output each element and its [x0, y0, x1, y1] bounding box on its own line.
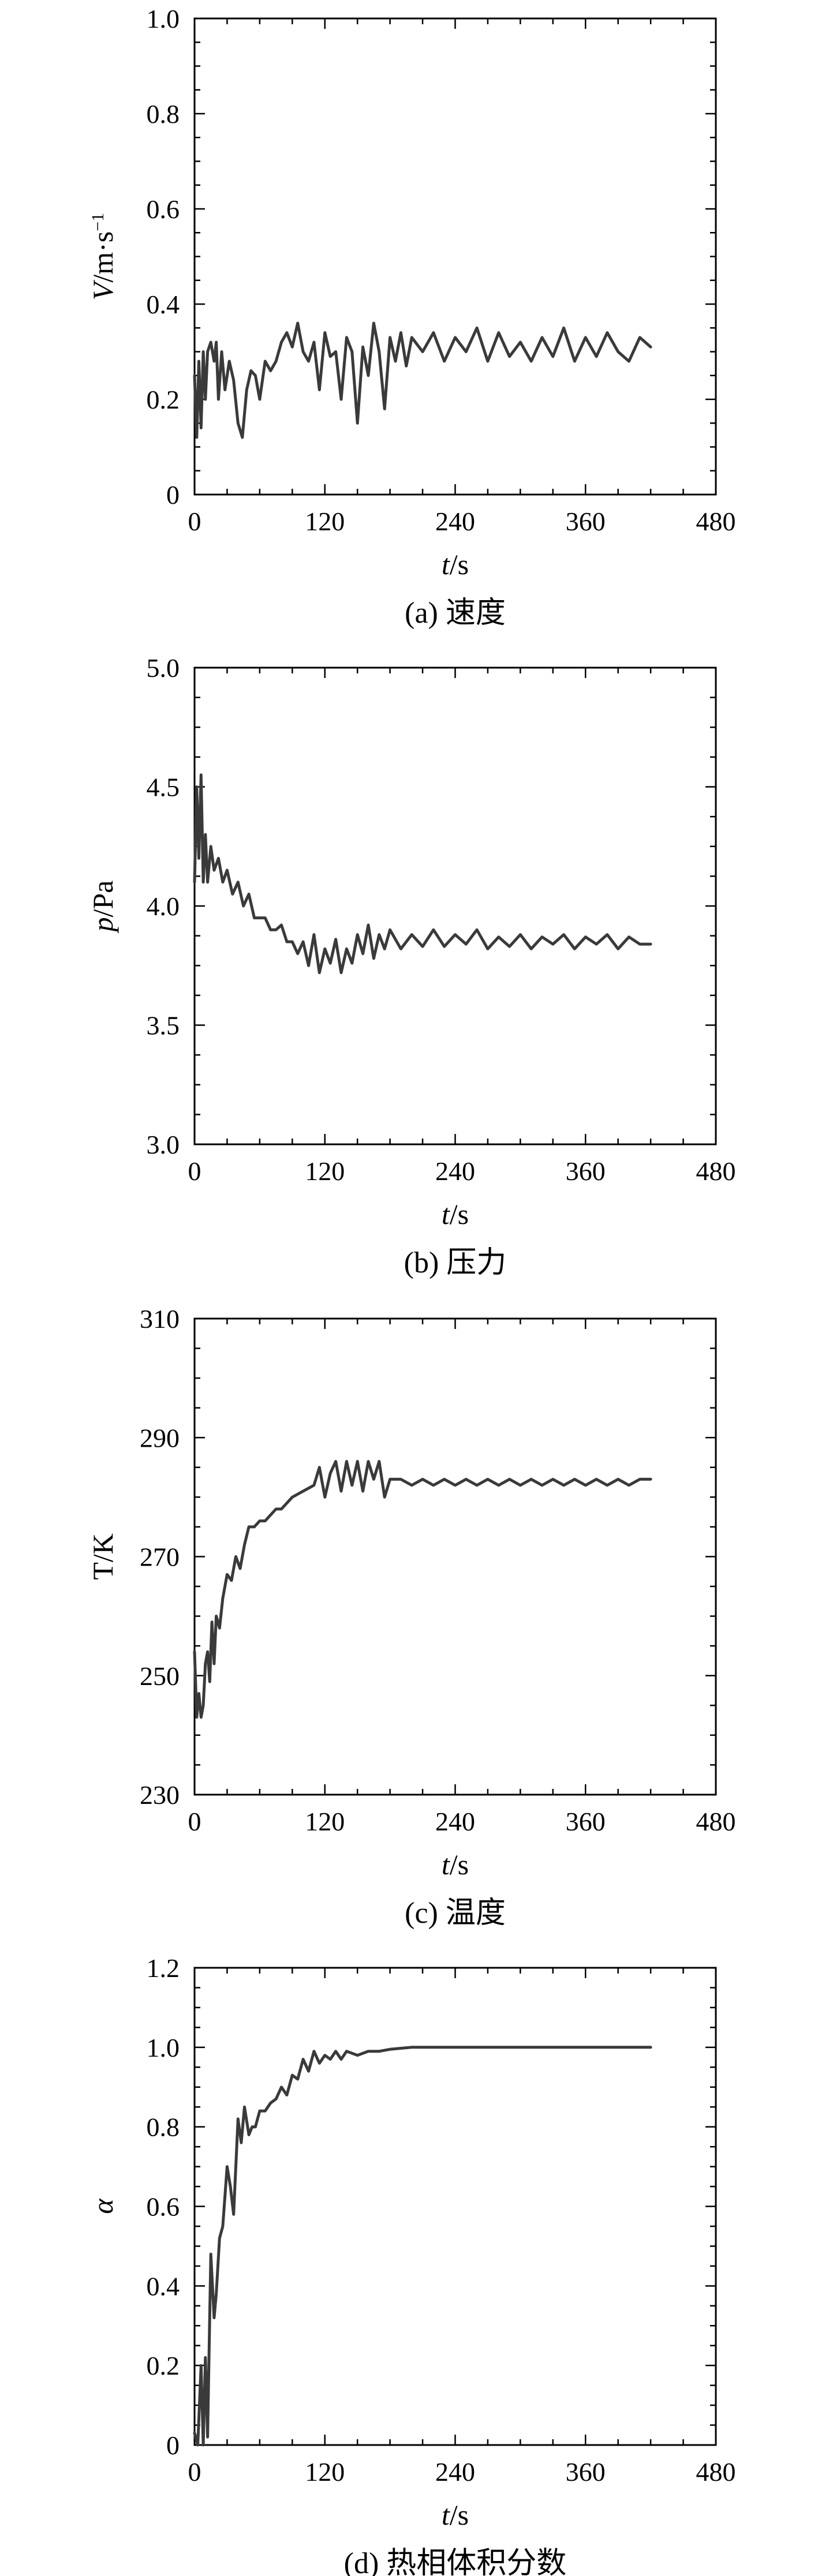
x-tick-label: 360 — [566, 1807, 606, 1836]
axis-title-part: /s — [450, 548, 469, 581]
y-tick-label: 4.0 — [147, 892, 180, 921]
y-tick-label: 230 — [140, 1780, 180, 1810]
x-tick-label: 480 — [696, 1807, 736, 1836]
y-tick-label: 0.4 — [147, 2271, 180, 2301]
y-tick-label: 0.2 — [147, 385, 180, 414]
axis-title-part: T/K — [87, 1533, 119, 1580]
panel-caption: (d) 热相体积分数 — [344, 2547, 567, 2576]
axis-title-part: V — [87, 279, 119, 300]
plot-frame — [193, 667, 717, 1145]
x-tick-label: 480 — [696, 507, 736, 536]
x-tick-label: 120 — [305, 2457, 345, 2487]
x-tick-label: 240 — [435, 507, 475, 536]
panel-caption: (a) 速度 — [405, 597, 506, 630]
y-tick-label: 0.6 — [147, 194, 180, 224]
x-axis-title: t/s — [442, 548, 469, 581]
y-tick-label: 1.0 — [147, 2033, 180, 2062]
series-line — [193, 321, 652, 439]
x-tick-label: 360 — [566, 1156, 606, 1186]
y-tick-label: 270 — [140, 1542, 180, 1572]
x-axis-title: t/s — [442, 1848, 469, 1881]
plot-frame — [193, 17, 717, 496]
axis-title-part: /m·s — [87, 231, 119, 283]
x-tick-label: 0 — [188, 2457, 201, 2487]
x-tick-label: 0 — [188, 507, 201, 536]
y-axis-title: V/m·s−1 — [87, 213, 119, 300]
x-tick-label: 240 — [435, 1156, 475, 1186]
axis-title-part: /Pa — [87, 881, 119, 918]
axis-title-part: p — [87, 917, 119, 933]
y-tick-label: 0.6 — [147, 2192, 180, 2222]
y-tick-label: 3.5 — [147, 1011, 180, 1040]
x-axis-title: t/s — [442, 2499, 469, 2531]
x-axis-title: t/s — [442, 1198, 469, 1230]
x-tick-label: 480 — [696, 1156, 736, 1186]
panel-caption: (b) 压力 — [404, 1246, 507, 1279]
y-tick-label: 1.2 — [147, 1953, 180, 1983]
plot-frame — [193, 1317, 717, 1796]
y-tick-label: 0.8 — [147, 99, 180, 129]
y-tick-label: 0 — [166, 2431, 180, 2460]
axis-title-part: t — [442, 548, 450, 581]
y-tick-label: 0.4 — [147, 290, 180, 319]
y-tick-label: 1.0 — [147, 4, 180, 33]
x-tick-label: 240 — [435, 2457, 475, 2487]
series-line — [193, 773, 652, 975]
x-tick-label: 0 — [188, 1156, 201, 1186]
x-tick-label: 120 — [305, 1156, 345, 1186]
series-line — [193, 2046, 652, 2447]
axis-title-part: t — [442, 1198, 450, 1230]
y-tick-label: 3.0 — [147, 1130, 180, 1159]
y-tick-label: 290 — [140, 1423, 180, 1452]
y-axis-title: T/K — [87, 1533, 119, 1580]
panel-caption: (c) 温度 — [405, 1897, 506, 1930]
y-tick-label: 0.8 — [147, 2113, 180, 2142]
x-tick-label: 480 — [696, 2457, 736, 2487]
panel-temperature: 0 120 240 360 480 230 250 270 290 310 t/s T/K (c) 温度 — [87, 1304, 736, 1930]
axis-title-part: /s — [450, 1848, 469, 1881]
y-axis-title: p/Pa — [87, 881, 119, 934]
axis-title-part: −1 — [88, 213, 107, 231]
x-tick-label: 0 — [188, 1807, 201, 1836]
x-tick-label: 240 — [435, 1807, 475, 1836]
series-line — [193, 1460, 652, 1719]
y-tick-label: 5.0 — [147, 653, 180, 683]
panel-hot-phase-volume-fraction: 0 120 240 360 480 0 0.2 0.4 0.6 0.8 1.0 1.2 t/s α (d) … — [87, 1953, 736, 2576]
y-axis-title: α — [87, 2198, 119, 2214]
x-tick-label: 120 — [305, 507, 345, 536]
y-tick-label: 0.2 — [147, 2351, 180, 2380]
x-tick-label: 360 — [566, 2457, 606, 2487]
axis-title-part: t — [442, 2499, 450, 2531]
y-tick-label: 250 — [140, 1661, 180, 1691]
plot-frame — [193, 1967, 717, 2446]
y-tick-label: 4.5 — [147, 773, 180, 802]
axis-title-part: t — [442, 1848, 450, 1881]
y-tick-label: 0 — [166, 480, 180, 510]
y-tick-label: 310 — [140, 1304, 180, 1334]
axis-title-part: /s — [450, 1198, 469, 1230]
x-tick-label: 120 — [305, 1807, 345, 1836]
axis-title-part: α — [87, 2198, 119, 2214]
axis-title-part: /s — [450, 2499, 469, 2531]
panel-velocity: 0 120 240 360 480 0 0.2 0.4 0.6 0.8 1.0 t/s V/m·s−1 (… — [87, 4, 736, 630]
panel-pressure: 0 120 240 360 480 3.0 3.5 4.0 4.5 5.0 t/s p/Pa (b) 压… — [87, 653, 736, 1279]
x-tick-label: 360 — [566, 507, 606, 536]
